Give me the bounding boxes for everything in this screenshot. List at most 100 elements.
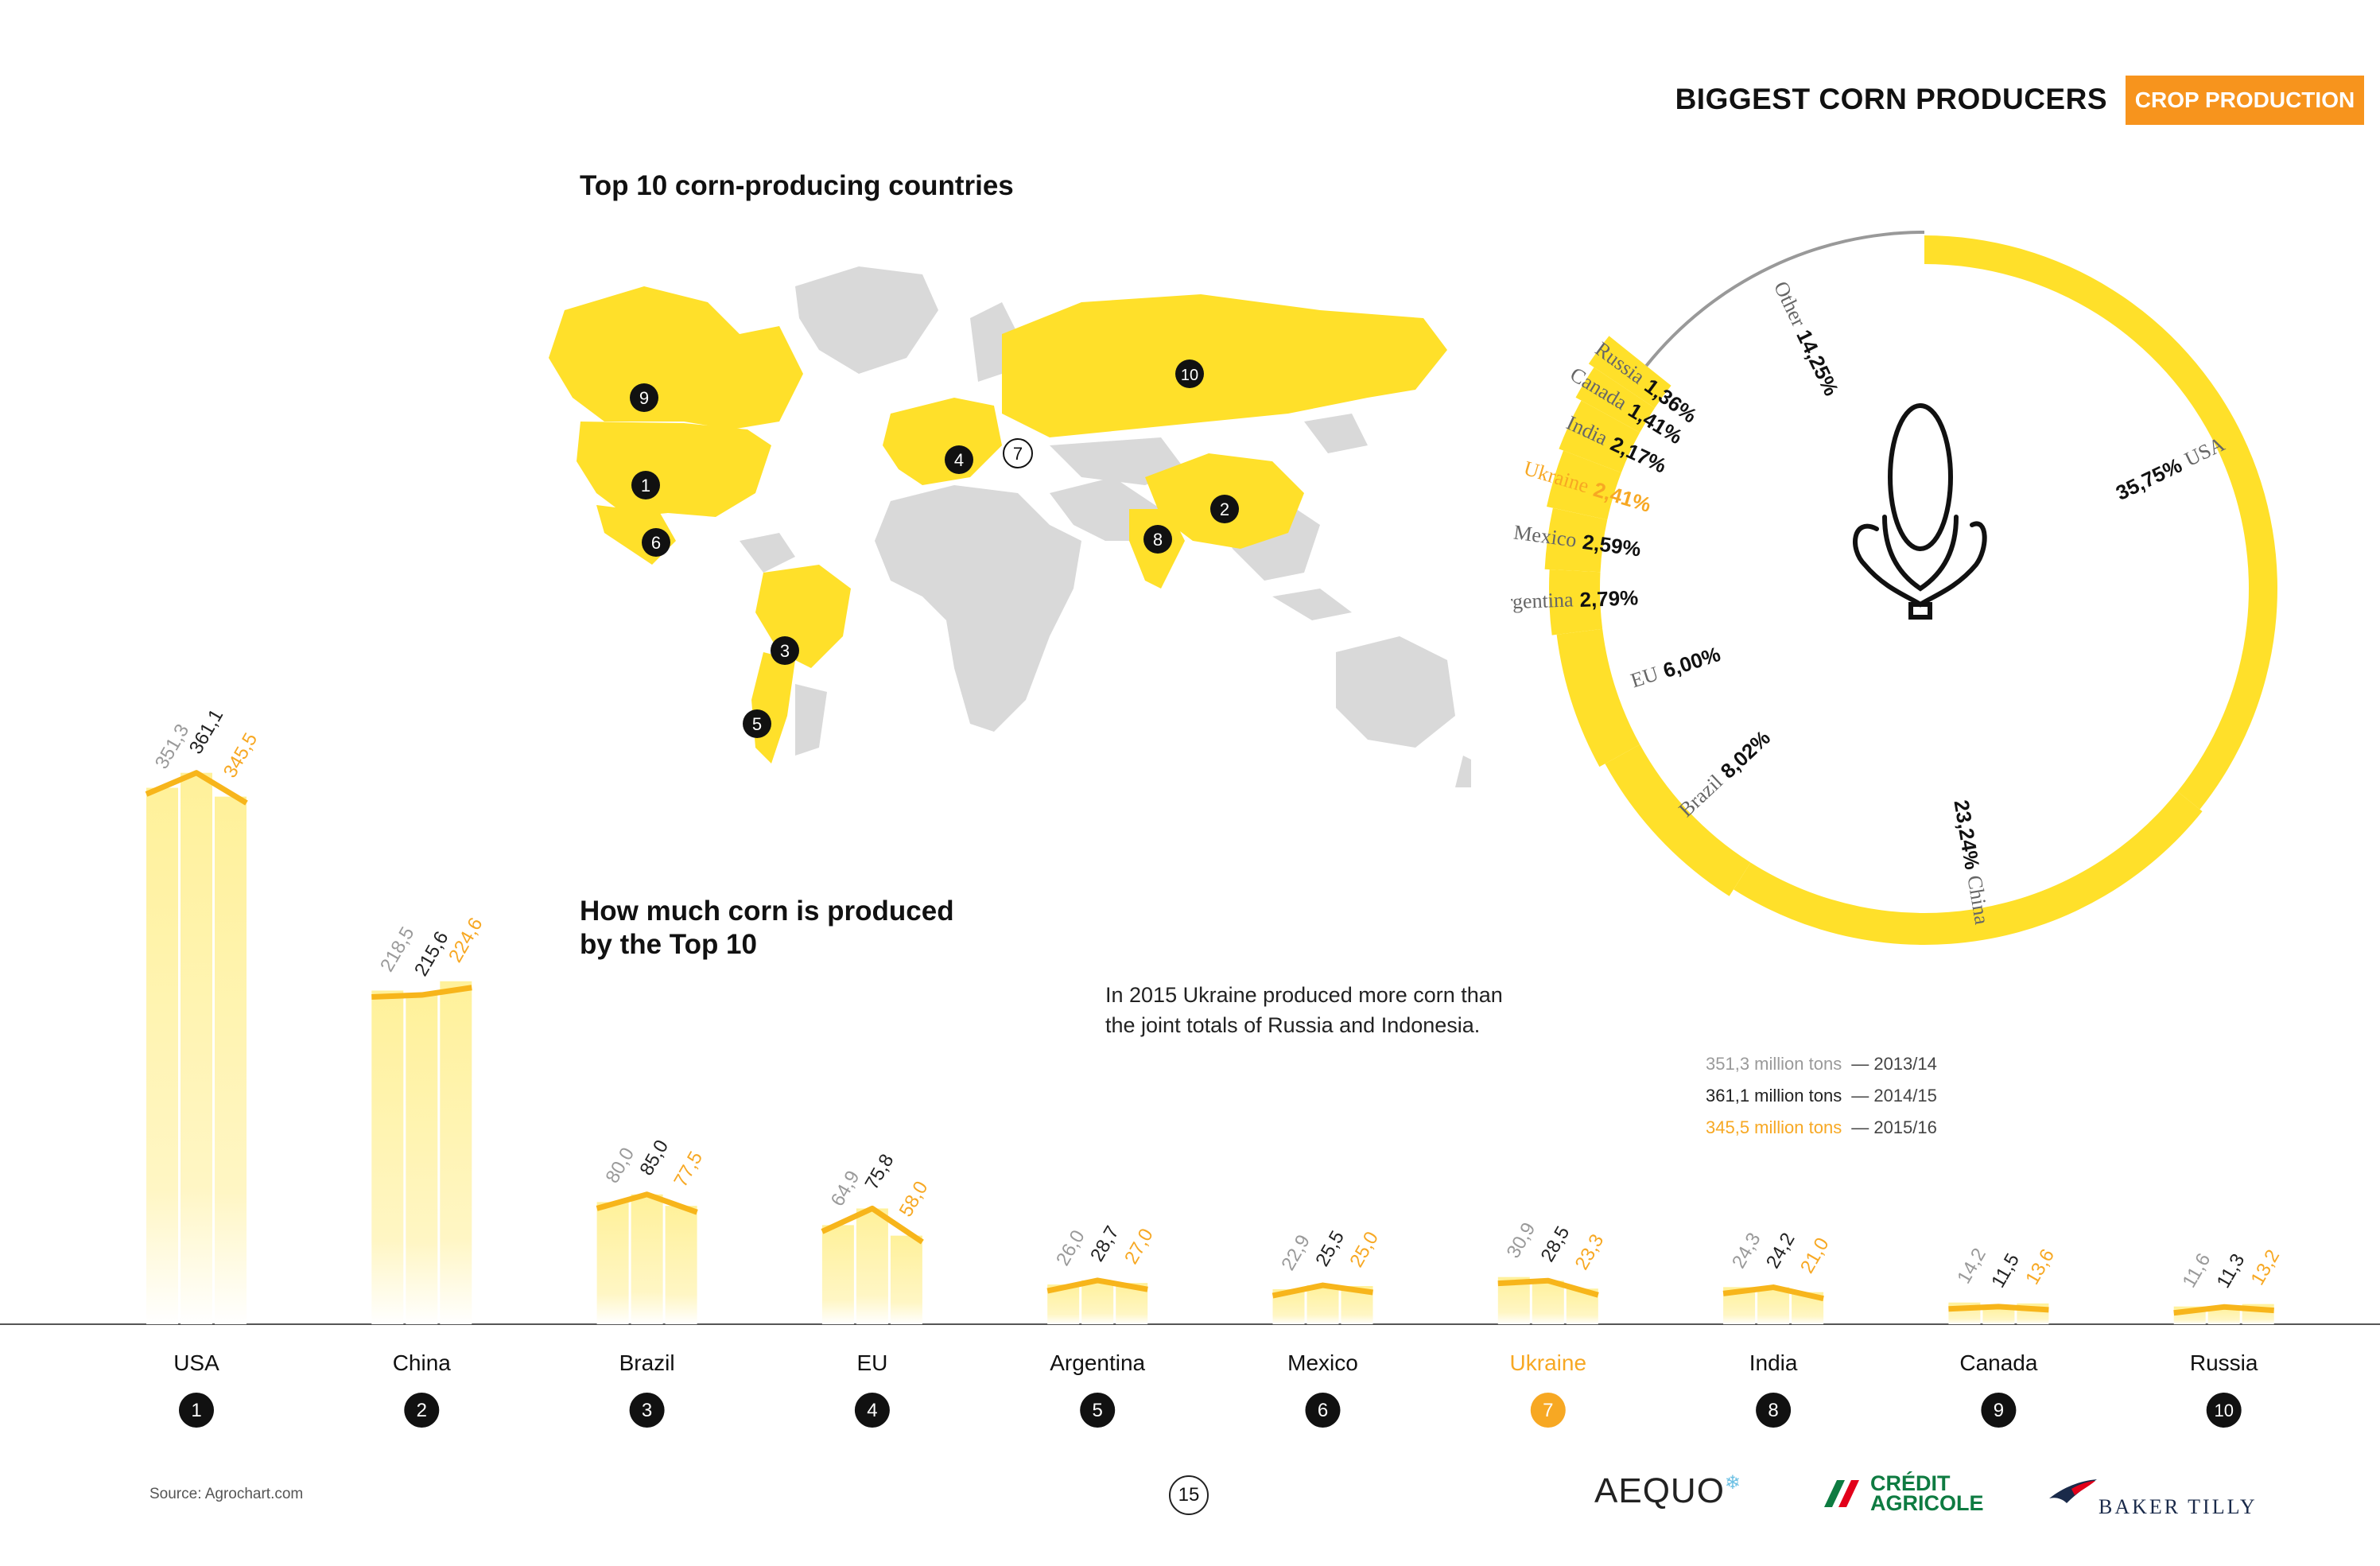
legend-text: 361,1 million tons [1706,1086,1842,1106]
rank-badge [629,1393,665,1428]
map-land-top10 [549,286,1447,764]
bars-layer: 351,3361,1345,5USA1218,5215,6224,6China2… [145,705,2285,1428]
legend-year: — 2015/16 [1851,1117,1937,1137]
svg-text:2: 2 [1220,499,1229,519]
legend-row-2013: 351,3 million tons — 2013/14 [1706,1048,1937,1080]
legend-text: 345,5 million tons [1706,1117,1842,1137]
bar-group-canada: 14,211,513,6 Canada 9 [1948,1245,2059,1428]
donut-slice-india [1559,400,1640,473]
section-badge: CROP PRODUCTION [2126,76,2364,125]
map-marker-argentina: 5 [743,709,771,738]
map-marker-eu: 4 [945,445,973,474]
bar-group-argentina: 26,028,727,0 Argentina 5 [1046,1222,1158,1428]
bar-value-label: 22,9 [1277,1231,1314,1274]
donut-slice-china [1734,791,2203,945]
production-bar-chart: 351,3361,1345,5USA1218,5215,6224,6China2… [0,705,2380,1428]
bar-value-label: 28,7 [1086,1222,1124,1265]
map-title: Top 10 corn-producing countries [580,170,1014,201]
bar-top-line [371,985,472,1000]
category-label: USA [173,1350,219,1375]
bar-group-india: 24,324,221,0 India 8 [1722,1229,1834,1428]
bar-2014/15 [856,1208,888,1324]
page-header-title: BIGGEST CORN PRODUCERS [1675,83,2107,115]
donut-slice-argentina [1549,569,1603,635]
bar-top-line [145,770,248,806]
category-label: China [393,1350,452,1375]
donut-slice-eu [1556,628,1640,767]
donut-slice-usa [1924,235,2277,810]
svg-text:4: 4 [954,450,964,470]
bar-value-label: 27,0 [1120,1225,1158,1268]
slice-name: Other [1769,278,1811,330]
aequo-logo-text: AEQUO [1594,1471,1725,1510]
svg-text:3: 3 [780,641,790,661]
svg-text:9: 9 [639,388,649,408]
bar-value-label: 25,0 [1345,1228,1383,1271]
donut-slice-russia [1588,336,1671,409]
bar-2014/15 [181,772,212,1324]
bar-value-label: 13,2 [2247,1246,2285,1289]
svg-text:10: 10 [1181,367,1198,384]
donut-arcs [1544,231,2277,945]
rank-number: 7 [1543,1400,1553,1421]
bar-value-label: 85,0 [635,1137,673,1179]
rank-badge [1530,1393,1566,1428]
credit-agricole-line2: AGRICOLE [1870,1491,1984,1515]
bar-top-line [1272,1282,1373,1299]
category-label: Argentina [1050,1350,1145,1375]
bar-top-line [1497,1277,1599,1298]
bar-value-label: 30,9 [1503,1219,1540,1262]
rank-badge [404,1393,440,1428]
bar-top-line [1722,1284,1824,1302]
bar-2013/14 [371,990,404,1324]
slice-percent: 2,79% [1579,585,1639,612]
rank-badge [1305,1393,1341,1428]
svg-text:5: 5 [752,714,762,734]
rank-badge [1756,1393,1792,1428]
legend-row-2014: 361,1 million tons — 2014/15 [1706,1080,1937,1112]
category-label: EU [856,1350,887,1375]
category-label: Ukraine [1510,1350,1586,1375]
category-label: Mexico [1287,1350,1358,1375]
bar-2013/14 [596,1202,629,1324]
bar-2015/16 [215,796,247,1324]
map-marker-india: 8 [1143,525,1172,554]
corn-icon [1853,403,1987,620]
bar-2014/15 [631,1194,663,1324]
bar-value-label: 26,0 [1052,1226,1089,1269]
svg-text:1: 1 [641,476,650,495]
bar-2013/14 [821,1225,854,1324]
bar-value-label: 77,5 [670,1148,707,1191]
bar-value-label: 75,8 [861,1151,899,1194]
rank-number: 2 [417,1400,427,1421]
bar-top-line [596,1191,698,1215]
world-map: 1 2 3 4 5 6 7 8 9 10 [549,266,1471,787]
map-marker-canada: 9 [630,383,658,412]
rank-badge [854,1393,890,1428]
rank-badge [2206,1393,2242,1428]
rank-number: 8 [1768,1400,1778,1421]
bar-top-line [821,1205,924,1245]
rank-number: 5 [1093,1400,1103,1421]
bar-2015/16 [665,1206,697,1324]
baker-tilly-text: BAKER TILLY [2099,1495,2258,1518]
map-marker-russia: 10 [1175,359,1204,388]
bar-group-russia: 11,611,313,2 Russia 10 [2173,1246,2285,1428]
bars-title-line2: by the Top 10 [580,929,757,960]
bar-top-line [1948,1304,2049,1313]
bar-value-label: 28,5 [1537,1222,1574,1265]
bar-2014/15 [1982,1306,2015,1324]
bar-group-brazil: 80,085,077,5 Brazil 3 [596,1137,707,1428]
rank-number: 3 [642,1400,652,1421]
bar-2014/15 [1081,1280,1114,1324]
rank-number: 10 [2214,1401,2233,1420]
bar-group-eu: 64,975,858,0 EU 4 [821,1151,932,1428]
baker-tilly-logo: BAKER TILLY [2048,1471,2255,1518]
credit-agricole-logo: CRÉDIT AGRICOLE [1821,1473,1984,1515]
bar-2014/15 [406,995,438,1324]
legend-year: — 2014/15 [1851,1086,1937,1106]
svg-text:8: 8 [1153,530,1163,550]
category-label: Brazil [619,1350,675,1375]
